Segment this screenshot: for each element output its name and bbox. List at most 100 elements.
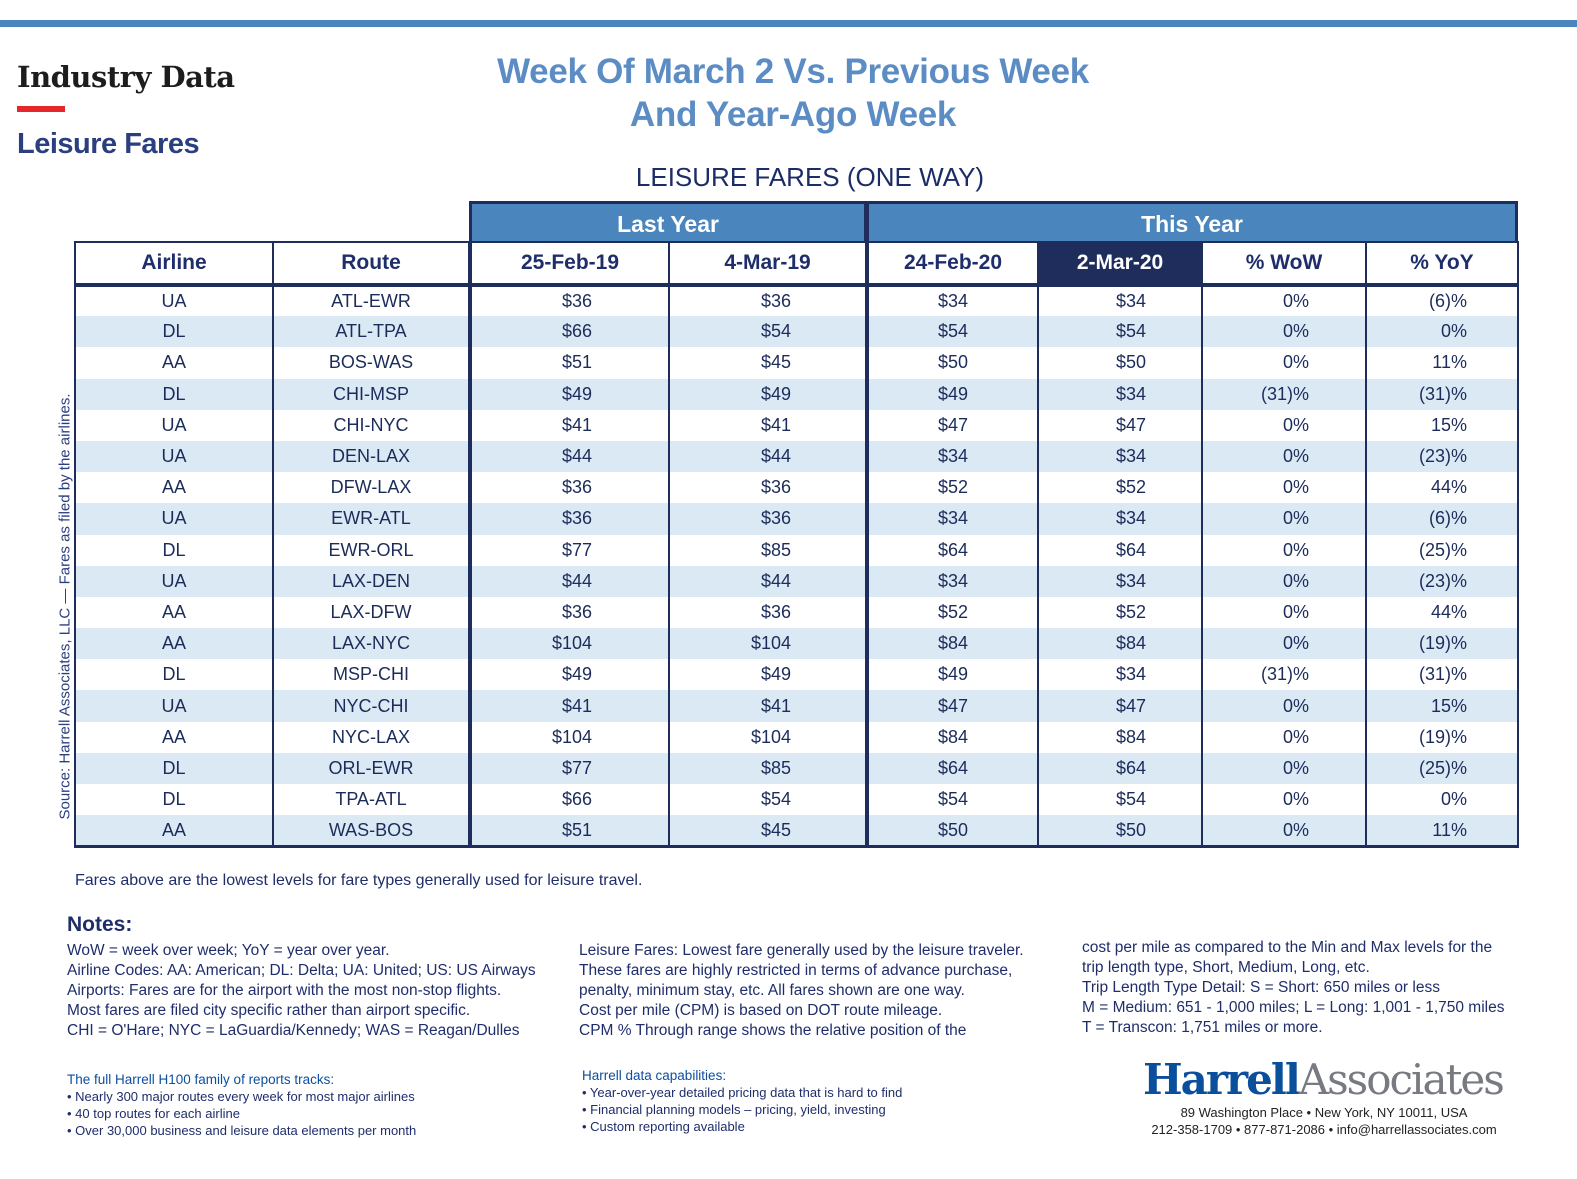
capabilities-heading: Harrell data capabilities: — [582, 1068, 727, 1083]
table-cell: $54 — [1037, 784, 1203, 816]
text-line: • Year-over-year detailed pricing data t… — [582, 1085, 903, 1100]
text-line: CHI = O'Hare; NYC = LaGuardia/Kennedy; W… — [67, 1022, 520, 1039]
table-cell: 0% — [1201, 316, 1367, 348]
table-cell: $36 — [468, 596, 670, 629]
table-cell: (31)% — [1201, 659, 1367, 691]
table-cell: 44% — [1365, 472, 1519, 504]
table-cell: $51 — [468, 815, 670, 848]
table-cell: $50 — [865, 815, 1039, 848]
table-cell: 0% — [1201, 472, 1367, 504]
table-cell: (19)% — [1365, 721, 1519, 753]
text-line: WoW = week over week; YoY = year over ye… — [67, 942, 390, 959]
table-cell: DL — [74, 784, 274, 816]
table-cell: 0% — [1201, 503, 1367, 535]
table-cell: $44 — [468, 440, 670, 473]
table-cell: $45 — [668, 347, 868, 379]
table-row: DL EWR-ORL $77 $85 $64 $64 0% (25)% — [74, 534, 1519, 566]
table-cell: $52 — [1037, 472, 1203, 504]
column-header: 4-Mar-19 — [668, 241, 868, 287]
table-cell: (25)% — [1365, 752, 1519, 784]
table-row: UA EWR-ATL $36 $36 $34 $34 0% (6)% — [74, 503, 1519, 535]
text-line: trip length type, Short, Medium, Long, e… — [1082, 959, 1370, 976]
table-cell: UA — [74, 565, 274, 597]
table-cell: $49 — [468, 378, 670, 410]
table-cell: $47 — [865, 690, 1039, 722]
table-row: AA BOS-WAS $51 $45 $50 $50 0% 11% — [74, 347, 1519, 379]
table-cell: NYC-CHI — [272, 690, 471, 722]
table-cell: 11% — [1365, 347, 1519, 379]
table-cell: $41 — [468, 690, 670, 722]
table-cell: $47 — [1037, 690, 1203, 722]
table-cell: $36 — [468, 472, 670, 504]
table-cell: WAS-BOS — [272, 815, 471, 848]
table-cell: $52 — [865, 472, 1039, 504]
table-cell: 11% — [1365, 815, 1519, 848]
table-cell: 0% — [1201, 784, 1367, 816]
text-line: • Nearly 300 major routes every week for… — [67, 1089, 415, 1104]
table-row: UA ATL-EWR $36 $36 $34 $34 0% (6)% — [74, 285, 1519, 317]
table-row: UA CHI-NYC $41 $41 $47 $47 0% 15% — [74, 409, 1519, 441]
table-cell: $77 — [468, 534, 670, 566]
table-footnote: Fares above are the lowest levels for fa… — [75, 872, 643, 889]
table-cell: $34 — [1037, 378, 1203, 410]
table-cell: $34 — [865, 440, 1039, 473]
fares-table: Airline Route 25-Feb-19 4-Mar-19 24-Feb-20 2-… — [74, 241, 1519, 848]
table-cell: (6)% — [1365, 503, 1519, 535]
title-line-1: Week Of March 2 Vs. Previous Week — [497, 52, 1089, 91]
table-cell: DFW-LAX — [272, 472, 471, 504]
table-cell: $54 — [865, 316, 1039, 348]
table-row: UA DEN-LAX $44 $44 $34 $34 0% (23)% — [74, 440, 1519, 473]
table-cell: 0% — [1201, 815, 1367, 848]
table-cell: ATL-TPA — [272, 316, 471, 348]
table-cell: $104 — [468, 628, 670, 660]
logo-part-2: Associates — [1298, 1055, 1505, 1104]
text-line: • Custom reporting available — [582, 1119, 745, 1134]
table-cell: (31)% — [1201, 378, 1367, 410]
table-cell: $36 — [668, 285, 868, 317]
text-line: CPM % Through range shows the relative p… — [579, 1022, 967, 1039]
table-cell: 44% — [1365, 596, 1519, 629]
table-cell: $84 — [1037, 628, 1203, 660]
table-cell: DL — [74, 752, 274, 784]
column-header: 24-Feb-20 — [865, 241, 1039, 287]
table-cell: AA — [74, 472, 274, 504]
table-cell: 15% — [1365, 409, 1519, 441]
table-cell: 0% — [1201, 440, 1367, 473]
table-cell: 0% — [1365, 316, 1519, 348]
table-cell: MSP-CHI — [272, 659, 471, 691]
table-cell: $44 — [668, 565, 868, 597]
text-line: Trip Length Type Detail: S = Short: 650 … — [1082, 979, 1440, 996]
table-cell: TPA-ATL — [272, 784, 471, 816]
table-cell: 0% — [1201, 285, 1367, 317]
table-row: AA LAX-NYC $104 $104 $84 $84 0% (19)% — [74, 628, 1519, 660]
table-cell: $49 — [468, 659, 670, 691]
table-row: AA DFW-LAX $36 $36 $52 $52 0% 44% — [74, 472, 1519, 504]
table-cell: ATL-EWR — [272, 285, 471, 317]
table-cell: $66 — [468, 784, 670, 816]
table-cell: DL — [74, 316, 274, 348]
table-cell: $49 — [865, 378, 1039, 410]
table-cell: $47 — [1037, 409, 1203, 441]
table-cell: UA — [74, 440, 274, 473]
table-cell: AA — [74, 628, 274, 660]
table-cell: $49 — [668, 378, 868, 410]
table-cell: $64 — [1037, 534, 1203, 566]
text-line: penalty, minimum stay, etc. All fares sh… — [579, 982, 965, 999]
red-divider — [17, 106, 65, 112]
table-cell: DL — [74, 378, 274, 410]
table-cell: $34 — [1037, 503, 1203, 535]
table-row: AA LAX-DFW $36 $36 $52 $52 0% 44% — [74, 596, 1519, 629]
table-row: UA LAX-DEN $44 $44 $34 $34 0% (23)% — [74, 565, 1519, 597]
table-cell: $84 — [865, 721, 1039, 753]
table-cell: 0% — [1201, 565, 1367, 597]
table-cell: $47 — [865, 409, 1039, 441]
column-header: Route — [272, 241, 471, 287]
table-cell: $36 — [468, 285, 670, 317]
notes-heading: Notes: — [67, 913, 133, 936]
reports-tracks-list: The full Harrell H100 family of reports … — [67, 1071, 416, 1139]
harrell-associates-logo: HarrellAssociates — [1143, 1055, 1505, 1104]
table-row: DL CHI-MSP $49 $49 $49 $34 (31)% (31)% — [74, 378, 1519, 410]
table-cell: $50 — [1037, 815, 1203, 848]
table-cell: $41 — [668, 409, 868, 441]
table-cell: EWR-ORL — [272, 534, 471, 566]
